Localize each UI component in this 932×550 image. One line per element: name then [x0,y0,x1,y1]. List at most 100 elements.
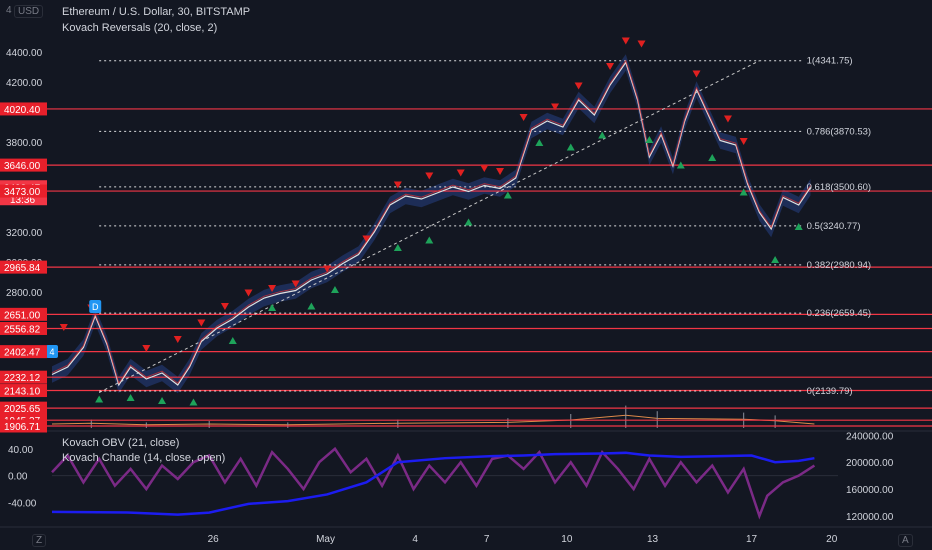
symbol-title[interactable]: Ethereum / U.S. Dollar, 30, BITSTAMP [62,6,251,18]
price-tag-label: 4020.40 [4,105,41,116]
price-tag-label: 2965.84 [4,263,41,274]
price-tag-label: 3646.00 [4,161,41,172]
buy-signal-marker [503,191,512,199]
oscillator-right-tick: 200000.00 [846,458,894,469]
buy-signal-marker [189,398,198,406]
buy-signal-marker [158,397,167,404]
sell-signal-marker [59,324,68,331]
sell-signal-marker [244,289,253,297]
price-tag-label: 2025.65 [4,404,41,415]
buy-signal-marker [95,395,104,403]
sell-signal-marker [393,181,402,189]
fib-level-label: 0.236(2659.45) [807,308,871,319]
price-overlay-line [51,59,811,385]
fib-level-label: 0.786(3870.53) [807,126,871,137]
price-tag [0,370,47,384]
buy-signal-marker [393,244,402,251]
sell-signal-marker [621,37,630,45]
price-tag [0,419,47,433]
price-tag-label: 3473.00 [4,187,41,198]
buy-signal-marker [739,188,748,196]
reversal-band [52,54,811,394]
buy-signal-marker [676,161,685,169]
time-axis-tick: 7 [484,534,490,545]
price-axis-tick: 3200.00 [6,228,43,239]
price-tag-label: 2651.00 [4,310,41,321]
price-tag [0,102,47,116]
price-axis-tick: 2800.00 [6,288,43,299]
sell-signal-marker [425,172,434,180]
indicator-kovach-chande[interactable]: Kovach Chande (14, close, open) [62,452,226,464]
sell-signal-marker [220,303,229,310]
sell-signal-marker [142,345,151,352]
price-tag [0,401,47,415]
sell-signal-marker [480,165,489,172]
price-tag [0,260,47,274]
sell-signal-marker [574,82,583,90]
sell-signal-marker [739,138,748,145]
chande-line [51,446,816,520]
buy-signal-marker [126,394,135,401]
price-tag-label: 2232.12 [4,373,41,384]
price-tag-countdown: 13:36 [10,195,35,206]
sell-signal-marker [723,115,732,123]
oscillator-right-tick: 120000.00 [846,512,894,523]
marker-badge [89,300,102,313]
price-line [51,61,811,387]
fib-level-label: 0.382(2980.94) [807,260,871,271]
price-tag [0,307,47,321]
buy-signal-marker [598,131,607,139]
buy-signal-marker [535,139,544,146]
sell-signal-marker [268,285,277,292]
timezone-button[interactable]: Z [32,534,47,547]
time-axis-tick: 26 [208,534,220,545]
sell-signal-marker [606,63,615,70]
fib-level-label: 0(2139.79) [807,386,853,397]
corner-top-left: 4 [6,5,12,16]
oscillator-right-tick: 240000.00 [846,431,894,442]
price-tag [0,384,47,398]
sell-signal-marker [637,40,646,48]
sell-signal-marker [692,70,701,78]
oscillator-left-tick: -40.00 [8,499,37,510]
time-axis-tick: 20 [826,534,838,545]
buy-signal-marker [708,154,717,161]
obv-line [51,451,815,516]
price-tag-label: 1906.71 [4,422,41,433]
buy-signal-marker [307,302,316,310]
sell-signal-marker [362,235,371,243]
buy-signal-marker [771,256,780,263]
buy-signal-marker [645,136,654,143]
auto-scale-button[interactable]: A [898,534,913,547]
sell-signal-marker [323,265,332,273]
price-axis-tick: 4200.00 [6,78,43,89]
currency-label[interactable]: USD [14,5,44,18]
indicator-kovach-reversals[interactable]: Kovach Reversals (20, close, 2) [62,22,218,34]
price-tag-label: 2556.82 [4,324,41,335]
sell-signal-marker [551,103,560,111]
sell-signal-marker [519,114,528,121]
marker-badge [46,345,58,358]
buy-signal-marker [425,236,434,244]
price-axis-tick: 3800.00 [6,138,43,149]
buy-signal-marker [794,223,803,230]
buy-signal-marker [268,304,277,311]
buy-signal-marker [228,337,237,344]
buy-signal-marker [464,218,473,226]
oscillator-right-tick: 160000.00 [846,485,894,496]
indicator-kovach-obv[interactable]: Kovach OBV (21, close) [62,437,180,449]
fib-level-label: 1(4341.75) [807,56,853,67]
time-axis-tick: May [316,534,335,545]
sell-signal-marker [173,336,182,343]
time-axis-tick: 17 [746,534,758,545]
time-axis-tick: 13 [647,534,659,545]
oscillator-left-tick: 40.00 [8,445,33,456]
price-tag [0,184,47,198]
time-axis-tick: 10 [561,534,573,545]
price-axis-tick: 4400.00 [6,48,43,59]
price-tag [0,158,47,172]
price-tag-label: 2402.47 [4,348,41,359]
marker-badge-label: D [92,302,99,312]
buy-signal-marker [566,143,575,151]
